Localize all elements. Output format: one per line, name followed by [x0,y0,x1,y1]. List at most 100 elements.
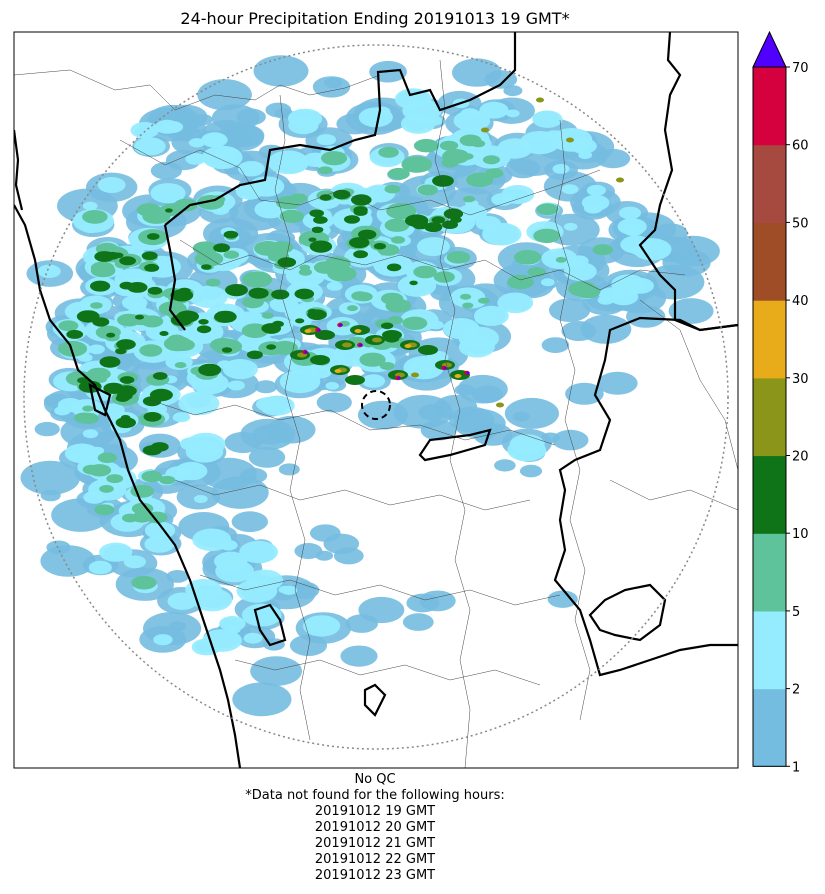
precip-cell [387,167,410,180]
precip-cell [460,293,472,300]
precip-cell [90,302,103,309]
precip-cell [135,314,144,320]
precip-cell [578,151,593,160]
precip-cell [130,122,159,139]
precip-cell [294,543,323,559]
precip-cell [616,177,624,183]
precip-cell [565,382,604,405]
precip-cell [281,585,298,595]
precip-cell [549,298,591,323]
precip-cell [270,241,294,254]
precip-cell [485,168,504,179]
precip-cell [346,305,358,312]
missing-hour-1: 20191012 19 GMT [314,804,436,819]
district-boundary-north [14,69,381,111]
district-boundary-center-vertical [434,59,471,768]
precip-cell [99,542,133,562]
precip-cell [185,153,206,165]
precip-cell [519,464,543,478]
precipitation-layer [20,55,720,717]
state-enclave-central [418,428,492,462]
colorbar-tick-label: 60 [792,139,809,154]
precip-cell [496,402,504,408]
precip-cell [345,614,379,633]
precip-cell [66,329,84,339]
precip-cell [97,177,126,193]
radar-inner-ring [361,390,391,420]
precip-cell [358,229,377,240]
precip-cell [241,603,282,627]
precip-cell [325,382,340,390]
precip-cell [80,221,101,233]
precip-cell [159,331,169,336]
precip-cell [359,352,386,367]
precip-cell [127,282,148,293]
precip-cell [90,280,111,292]
missing-hour-3: 20191012 21 GMT [314,836,436,851]
precip-cell [309,365,332,379]
precip-cell [261,312,274,319]
precip-cell [94,504,115,516]
precip-cell [433,271,455,283]
precip-cell [149,388,173,402]
precip-cell [583,202,603,214]
precip-cell [121,295,148,311]
precip-cell [97,452,117,463]
precip-cell [481,127,489,133]
precip-cell [474,305,509,326]
precip-cell [147,233,160,240]
precip-cell [384,184,401,194]
colorbar-tick-label: 5 [792,605,800,620]
precip-cell [288,116,319,135]
precip-cell [355,292,373,302]
precip-cell [326,281,343,291]
state-enclave-south [363,683,387,717]
precip-cell [512,411,530,422]
precip-cell [458,336,495,358]
precip-cell [271,289,290,300]
precip-cell [321,151,348,166]
precip-cell [316,134,336,146]
precip-cell [188,138,206,148]
precip-cell [333,547,364,565]
precip-cell [298,268,312,276]
district-boundary-south [199,574,561,606]
precip-cell [253,55,309,87]
state-boundary-north-west [163,224,186,331]
precip-cell [310,524,341,542]
precip-cell [144,535,175,553]
precip-cell [353,250,368,259]
precip-cell [231,511,268,533]
precip-cell [540,278,555,287]
precip-cell [462,302,474,309]
precip-cell [382,330,402,340]
colorbar-segment [753,533,786,612]
precip-cell [402,613,434,631]
precip-cell [514,249,542,265]
precip-cell [339,323,343,327]
precip-cell [482,155,500,165]
precip-cell [313,216,328,224]
colorbar-tick-label: 10 [792,527,809,542]
precip-cell [144,263,160,272]
precip-cell [284,305,312,321]
precip-cell [385,298,412,313]
precip-cell [212,338,243,355]
state-boundary-northeast [638,32,738,332]
precip-cell [278,463,300,476]
precip-cell [167,592,198,610]
precip-cell [295,318,305,324]
precip-cell [82,201,98,211]
precip-cell [213,243,231,253]
precip-cell [461,153,474,160]
precip-cell [221,347,233,353]
precip-cell [354,329,362,333]
precip-cell [384,218,410,232]
precip-cell [282,158,305,171]
precip-cell [428,320,444,330]
state-boundary-east [553,316,738,677]
precip-cell [242,296,264,309]
colorbar-segment [753,610,786,690]
colorbar-outline [752,66,787,767]
precip-cell [443,208,464,220]
